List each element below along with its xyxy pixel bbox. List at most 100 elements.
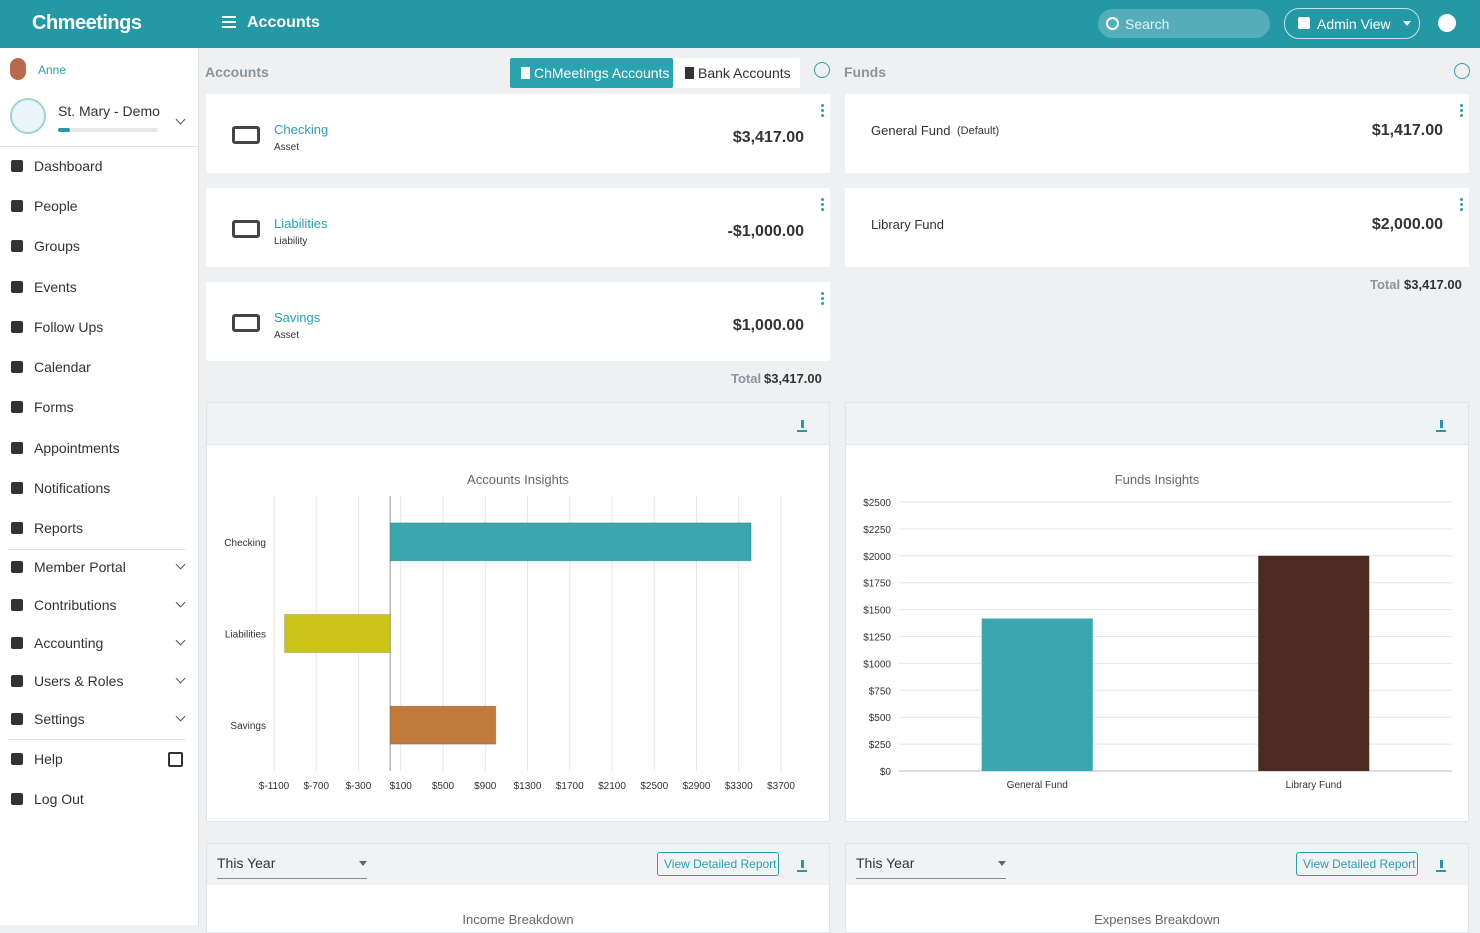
menu-icon [11,281,23,293]
menu-item[interactable]: Dashboard [0,154,198,178]
card-menu[interactable] [1460,198,1463,201]
fund-name[interactable]: General Fund [871,123,951,138]
tab-icon [685,67,694,79]
page-title: Accounts [247,14,320,31]
account-icon [232,126,260,144]
account-icon [232,220,260,238]
chart: Funds Insights $0 $250 $500 $750 $1000 $1250 $1… [863,472,1452,791]
menu-icon [11,401,23,413]
menu-item[interactable]: Accounting [0,631,198,655]
download-icon[interactable] [797,418,807,432]
top-bar: Chmeetings Accounts Search Admin View [0,0,1480,48]
admin-view-button[interactable]: Admin View [1284,8,1420,39]
period-select[interactable]: This Year [217,854,367,879]
chart-panel: Accounts Insights $-1100 $-700 $-300 $100 $50… [206,402,830,822]
menu-item[interactable]: Calendar [0,355,198,379]
admin-view-label: Admin View [1317,16,1391,32]
download-icon[interactable] [1436,858,1446,872]
user-name[interactable]: Anne [38,63,67,77]
menu-icon [11,200,23,212]
fund-balance: $1,417.00 [1371,122,1443,139]
org-progress-fill [58,128,70,132]
menu-label: Notifications [34,480,111,496]
menu-icon[interactable] [222,16,236,18]
card-menu[interactable] [821,198,824,201]
menu-item[interactable]: Follow Ups [0,315,198,339]
x-tick-label: $-1100 [259,781,290,792]
account-tab[interactable]: ChMeetings Accounts [510,58,673,88]
menu-item[interactable]: Users & Roles [0,669,198,693]
divider [8,739,186,740]
menu-icon [11,321,23,333]
account-card: Liabilities Liability -$1,000.00 [206,188,830,267]
accounts-total: $3,417.00 [764,371,822,386]
add-account-button[interactable] [814,62,830,78]
brand[interactable]: Chmeetings [32,12,142,34]
external-icon [168,752,183,767]
search-placeholder: Search [1125,16,1170,32]
menu-item[interactable]: Contributions [0,593,198,617]
menu-label: Dashboard [34,158,103,174]
menu-item[interactable]: Forms [0,395,198,419]
x-tick-label: $2100 [598,781,626,792]
x-tick-label: $3300 [725,781,753,792]
menu-icon [11,240,23,252]
bar [389,522,752,562]
menu-item[interactable]: Appointments [0,436,198,460]
card-menu[interactable] [821,292,824,295]
menu-item[interactable]: Settings [0,707,198,731]
account-name[interactable]: Savings [274,310,321,325]
menu-item[interactable]: Reports [0,516,198,540]
download-icon[interactable] [797,858,807,872]
account-card: Checking Asset $3,417.00 [206,94,830,173]
tab-label: ChMeetings Accounts [534,65,670,81]
menu-item[interactable]: People [0,194,198,218]
bar [389,705,497,745]
account-icon [232,314,260,332]
card-menu[interactable] [1460,104,1463,107]
menu-icon [11,561,23,573]
menu-icon [11,482,23,494]
menu-item[interactable]: Log Out [0,787,198,811]
y-tick-label: $1250 [863,633,891,644]
view-report-button[interactable]: View Detailed Report [1296,852,1418,876]
tab-icon [521,67,530,79]
menu-label: Contributions [34,597,117,613]
menu-item[interactable]: Groups [0,234,198,258]
y-tick-label: $2500 [863,498,891,509]
menu-icon [11,361,23,373]
bar [981,618,1093,771]
period-select[interactable]: This Year [856,854,1006,879]
y-tick-label: $2000 [863,552,891,563]
view-report-button[interactable]: View Detailed Report [657,852,779,876]
menu-label: Follow Ups [34,319,104,335]
card-menu[interactable] [821,104,824,107]
download-icon[interactable] [1436,418,1446,432]
x-tick-label: $2500 [640,781,668,792]
sidebar: Anne St. Mary - Demo Dashboard People Groups… [0,48,199,925]
chart-panel: Funds Insights $0 $250 $500 $750 $1000 $1250 $1… [845,402,1469,822]
add-fund-button[interactable] [1454,63,1470,79]
account-balance: -$1,000.00 [727,223,804,240]
x-tick-label: $500 [432,781,455,792]
menu-item[interactable]: Help [0,747,198,771]
y-tick-label: Checking [224,538,266,549]
help-icon[interactable] [1438,14,1456,32]
org-name[interactable]: St. Mary - Demo [58,103,160,119]
bar [1258,555,1370,771]
y-tick-label: $1500 [863,606,891,617]
search-box[interactable]: Search [1098,9,1270,38]
fund-name[interactable]: Library Fund [871,217,944,232]
menu-label: Reports [34,520,84,536]
account-tab[interactable]: Bank Accounts [674,58,800,88]
menu-item[interactable]: Notifications [0,476,198,500]
x-tick-label: $1300 [514,781,542,792]
menu-item[interactable]: Events [0,275,198,299]
menu-label: Accounting [34,635,104,651]
account-name[interactable]: Checking [274,122,329,137]
menu-item[interactable]: Member Portal [0,555,198,579]
panel-header [207,403,829,445]
account-name[interactable]: Liabilities [274,216,328,231]
